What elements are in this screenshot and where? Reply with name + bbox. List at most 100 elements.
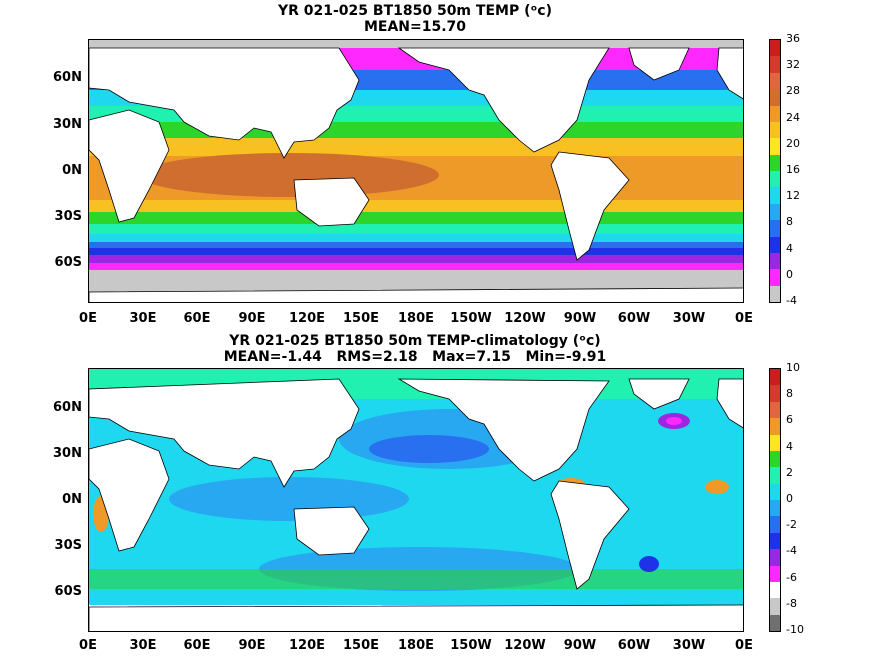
lon-label-60w-1: 60W xyxy=(617,311,651,326)
land-australia-2 xyxy=(293,506,370,556)
colorbar-swatch xyxy=(770,187,780,204)
land-antarctica-2 xyxy=(89,604,743,631)
anomaly-north-atlantic-core xyxy=(666,417,682,425)
lon-label-30e-1: 30E xyxy=(129,311,157,326)
colorbar-swatch xyxy=(770,40,780,57)
lat-label-0n-2: 0N xyxy=(62,492,82,507)
colorbar-swatch xyxy=(770,549,780,566)
lon-label-60w-2: 60W xyxy=(617,638,651,653)
land-eurasia xyxy=(89,47,360,159)
land-greenland-2 xyxy=(628,378,690,410)
colorbar-swatch xyxy=(770,138,780,155)
lon-label-120e-2: 120E xyxy=(288,638,326,653)
land-north-america xyxy=(397,47,610,153)
colorbar-tick-label: 8 xyxy=(786,387,793,401)
lon-label-90e-2: 90E xyxy=(238,638,266,653)
band-polar-front xyxy=(89,248,743,255)
band-temperate-north xyxy=(89,122,743,138)
lon-label-120w-1: 120W xyxy=(504,311,546,326)
land-eurasia-2 xyxy=(89,378,360,488)
anomaly-angola-warm xyxy=(705,480,729,494)
colorbar-tick-label: 2 xyxy=(786,465,793,479)
land-north-america-2 xyxy=(397,378,610,482)
colorbar-swatch xyxy=(770,581,780,599)
lon-label-150e-1: 150E xyxy=(342,311,380,326)
colorbar-tick-label: -10 xyxy=(786,623,804,636)
land-africa-2 xyxy=(89,438,170,552)
panel2-title-line2: MEAN=-1.44 RMS=2.18 Max=7.15 Min=-9.91 xyxy=(223,349,607,365)
land-greenland xyxy=(628,47,690,81)
land-antarctica xyxy=(89,287,743,302)
colorbar-swatch xyxy=(770,236,780,253)
lon-label-90e-1: 90E xyxy=(238,311,266,326)
lat-label-60n-1: 60N xyxy=(53,70,82,85)
map-temperature xyxy=(88,39,744,303)
lon-label-90w-2: 90W xyxy=(563,638,597,653)
lat-label-30n-1: 30N xyxy=(53,117,82,132)
colorbar-tick-label: -6 xyxy=(786,570,797,584)
band-subtropic-south xyxy=(89,200,743,212)
colorbar-tick-label: -8 xyxy=(786,596,797,610)
lon-label-0e-end-2: 0E xyxy=(735,638,753,653)
panel1-title-line2: MEAN=15.70 xyxy=(363,19,467,35)
lon-label-30e-2: 30E xyxy=(129,638,157,653)
colorbar-tick-label: 24 xyxy=(786,110,800,124)
colorbar-tick-label: 4 xyxy=(786,439,793,453)
warm-pool xyxy=(139,153,439,197)
colorbar-swatch xyxy=(770,434,780,451)
band-subtropic-north xyxy=(89,138,743,156)
anomaly-indian-west-pacific xyxy=(169,477,409,521)
band-temperate-south xyxy=(89,212,743,224)
colorbar-swatch xyxy=(770,369,780,386)
colorbar-swatch xyxy=(770,89,780,106)
map-anomaly xyxy=(88,368,744,632)
lon-label-30w-2: 30W xyxy=(672,638,706,653)
colorbar-swatch xyxy=(770,121,780,139)
lon-label-150w-2: 150W xyxy=(450,638,492,653)
colorbar-swatch xyxy=(770,418,780,435)
colorbar-swatch xyxy=(770,532,780,550)
map-temperature-svg xyxy=(89,40,743,302)
colorbar-swatch xyxy=(770,483,780,500)
lat-label-60n-2: 60N xyxy=(53,400,82,415)
lat-label-0n-1: 0N xyxy=(62,163,82,178)
colorbar-swatch xyxy=(770,154,780,171)
colorbar-tick-label: 0 xyxy=(786,492,793,505)
colorbar-tick-label: 6 xyxy=(786,413,793,427)
lat-label-60s-2: 60S xyxy=(54,584,82,599)
colorbar-temperature xyxy=(769,39,781,303)
lon-label-180e-2: 180E xyxy=(397,638,435,653)
panel1-title-line1: YR 021-025 BT1850 50m TEMP (ᵒc) xyxy=(277,3,553,19)
colorbar-tick-label: -4 xyxy=(786,544,797,558)
colorbar-tick-label: 32 xyxy=(786,58,800,72)
land-europe-east-edge xyxy=(716,47,743,100)
colorbar-swatch xyxy=(770,203,780,221)
colorbar-swatch xyxy=(770,56,780,73)
panel2-title-line1: YR 021-025 BT1850 50m TEMP-climatology (… xyxy=(229,333,601,349)
anomaly-north-pacific-core xyxy=(369,435,489,463)
colorbar-swatch xyxy=(770,614,780,631)
colorbar-tick-label: 4 xyxy=(786,241,793,255)
lat-label-60s-1: 60S xyxy=(54,255,82,270)
lon-label-120w-2: 120W xyxy=(504,638,546,653)
band-frigid-south xyxy=(89,263,743,270)
lon-label-0e-1: 0E xyxy=(79,311,97,326)
anomaly-brazil-malvinas-cold xyxy=(639,556,659,572)
lat-label-30s-1: 30S xyxy=(54,209,82,224)
lon-label-0e-end-1: 0E xyxy=(735,311,753,326)
land-group-2 xyxy=(89,378,743,631)
colorbar-tick-label: 0 xyxy=(786,267,793,281)
lon-label-120e-1: 120E xyxy=(288,311,326,326)
lat-label-30s-2: 30S xyxy=(54,538,82,553)
colorbar-swatch xyxy=(770,385,780,402)
colorbar-swatch xyxy=(770,72,780,90)
sea-ice-north xyxy=(89,40,743,48)
colorbar-swatch xyxy=(770,171,780,188)
land-europe-east-edge-2 xyxy=(716,378,743,429)
lon-label-150w-1: 150W xyxy=(450,311,492,326)
colorbar-tick-label: 8 xyxy=(786,215,793,229)
colorbar-tick-label: 20 xyxy=(786,136,800,150)
colorbar-tick-label: -2 xyxy=(786,518,797,532)
land-south-america-2 xyxy=(550,480,630,590)
colorbar-swatch xyxy=(770,516,780,533)
